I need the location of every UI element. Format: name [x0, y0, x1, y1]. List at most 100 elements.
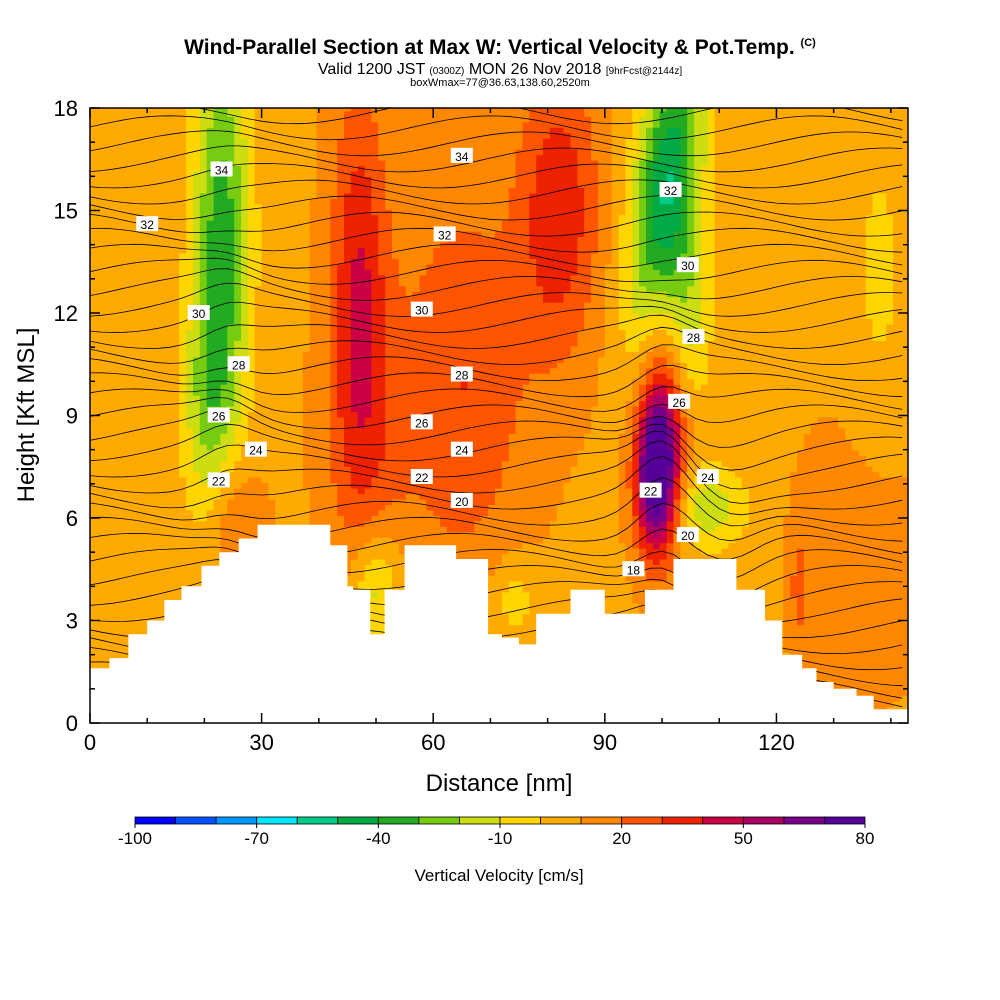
velocity-cell [90, 110, 98, 117]
velocity-cell [151, 597, 160, 604]
velocity-cell [110, 537, 119, 544]
velocity-cell [193, 416, 201, 423]
velocity-cell [138, 520, 146, 527]
velocity-cell [206, 263, 215, 270]
velocity-cell [193, 236, 201, 243]
velocity-cell [213, 203, 222, 210]
velocity-cell [247, 198, 256, 205]
velocity-cell [227, 340, 235, 347]
velocity-cell [350, 493, 359, 500]
velocity-cell [282, 220, 290, 227]
velocity-cell [289, 389, 297, 396]
velocity-cell [124, 646, 132, 653]
velocity-cell [213, 132, 222, 139]
velocity-cell [316, 220, 324, 227]
velocity-cell [193, 444, 201, 451]
velocity-cell [234, 373, 242, 380]
velocity-cell [213, 356, 222, 363]
velocity-cell [117, 630, 125, 637]
velocity-cell [316, 170, 324, 177]
velocity-cell [234, 334, 242, 341]
velocity-cell [96, 531, 105, 538]
velocity-cell [350, 203, 359, 210]
velocity-cell [344, 334, 352, 341]
velocity-cell [268, 444, 276, 451]
velocity-cell [110, 170, 119, 177]
velocity-cell [124, 651, 132, 658]
velocity-cell [165, 127, 173, 134]
velocity-cell [227, 504, 235, 511]
velocity-cell [309, 285, 318, 292]
velocity-cell [289, 482, 297, 489]
velocity-cell [289, 405, 297, 412]
velocity-cell [103, 493, 112, 500]
velocity-cell [172, 247, 180, 254]
velocity-cell [344, 477, 352, 484]
velocity-cell [124, 291, 132, 298]
velocity-cell [110, 520, 119, 527]
velocity-cell [131, 225, 139, 232]
velocity-cell [385, 526, 393, 533]
velocity-cell [206, 241, 215, 248]
velocity-cell [186, 154, 194, 161]
velocity-cell [144, 181, 153, 188]
velocity-cell [172, 498, 180, 505]
velocity-cell [151, 241, 160, 248]
velocity-cell [330, 400, 338, 407]
velocity-cell [268, 466, 276, 473]
velocity-cell [158, 509, 167, 516]
velocity-cell [371, 170, 379, 177]
velocity-cell [268, 329, 276, 336]
velocity-cell [124, 236, 132, 243]
velocity-cell [117, 466, 125, 473]
velocity-cell [186, 466, 194, 473]
velocity-cell [364, 296, 373, 303]
velocity-cell [165, 225, 173, 232]
velocity-cell [261, 433, 270, 440]
velocity-cell [330, 280, 338, 287]
velocity-cell [385, 433, 393, 440]
velocity-cell [172, 526, 180, 533]
velocity-cell [138, 187, 146, 194]
velocity-cell [282, 263, 290, 270]
velocity-cell [364, 116, 373, 123]
velocity-cell [151, 526, 160, 533]
velocity-cell [186, 559, 194, 566]
velocity-cell [213, 209, 222, 216]
velocity-cell [261, 460, 270, 467]
velocity-cell [337, 460, 345, 467]
velocity-cell [378, 569, 386, 576]
velocity-cell [295, 280, 304, 287]
velocity-cell [385, 504, 393, 511]
velocity-cell [302, 487, 311, 494]
velocity-cell [117, 602, 125, 609]
velocity-cell [117, 591, 125, 598]
velocity-cell [247, 252, 256, 259]
velocity-cell [151, 384, 160, 391]
velocity-cell [124, 444, 132, 451]
velocity-cell [357, 110, 366, 117]
velocity-cell [337, 471, 345, 478]
velocity-cell [289, 225, 297, 232]
velocity-cell [234, 416, 242, 423]
velocity-cell [234, 143, 242, 150]
velocity-cell [151, 247, 160, 254]
velocity-cell [124, 231, 132, 238]
velocity-cell [378, 444, 386, 451]
velocity-cell [186, 531, 194, 538]
velocity-cell [206, 487, 215, 494]
velocity-cell [337, 263, 345, 270]
velocity-cell [247, 460, 256, 467]
velocity-cell [337, 356, 345, 363]
velocity-cell [330, 149, 338, 156]
velocity-cell [268, 209, 276, 216]
velocity-cell [117, 624, 125, 631]
velocity-cell [96, 258, 105, 265]
velocity-cell [90, 159, 98, 166]
velocity-cell [323, 444, 331, 451]
velocity-cell [254, 482, 263, 489]
velocity-cell [172, 411, 180, 418]
velocity-cell [90, 356, 98, 363]
velocity-cell [199, 395, 208, 402]
velocity-cell [158, 520, 167, 527]
